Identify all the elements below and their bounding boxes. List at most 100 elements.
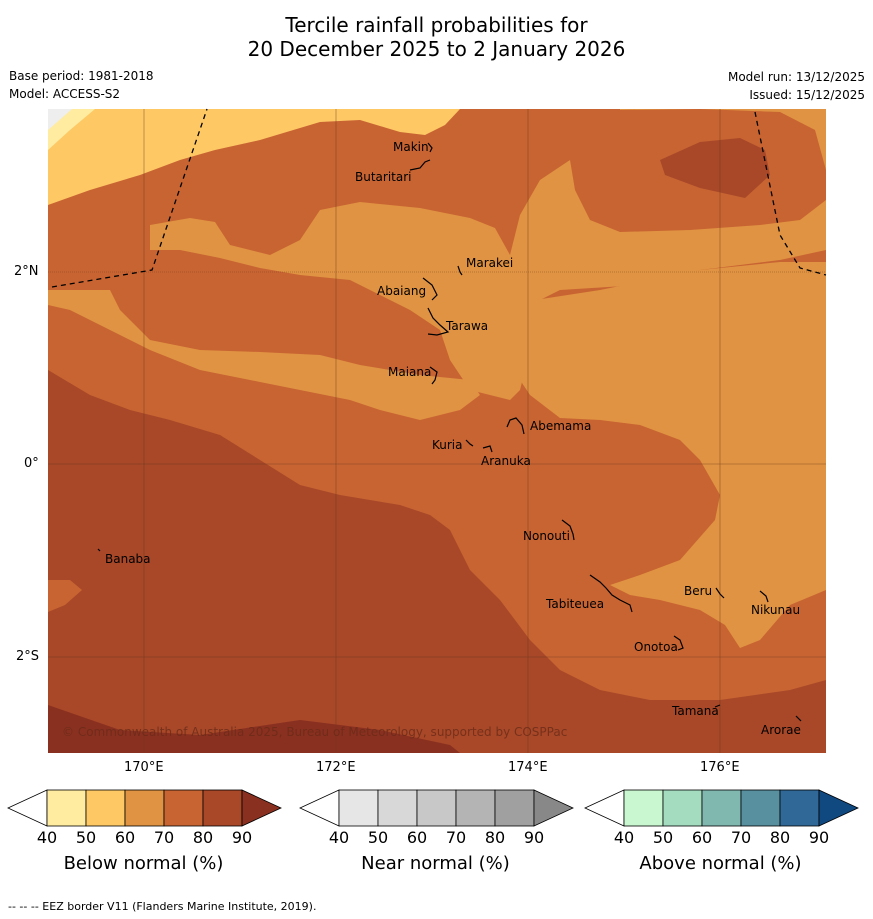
colorbar-above-tick: 50 bbox=[652, 828, 674, 847]
lon-label-174e: 174°E bbox=[508, 760, 548, 775]
label-nikunau: Nikunau bbox=[751, 603, 800, 617]
colorbar-above-segment bbox=[701, 789, 742, 827]
colorbar-near-segment bbox=[377, 789, 418, 827]
colorbar-near-segment bbox=[455, 789, 496, 827]
colorbar-near-tick: 90 bbox=[523, 828, 545, 847]
issued-date: Issued: 15/12/2025 bbox=[749, 88, 865, 102]
colorbar-below-segment bbox=[46, 789, 87, 827]
island-abemama bbox=[506, 417, 525, 435]
colorbar-below-segment bbox=[124, 789, 165, 827]
place-labels: Makin Butaritari Marakei Abaiang Tarawa … bbox=[105, 140, 801, 737]
label-maiana: Maiana bbox=[388, 365, 431, 379]
label-tarawa: Tarawa bbox=[445, 319, 488, 333]
label-tabiteuea: Tabiteuea bbox=[545, 597, 604, 611]
colorbar-above-under bbox=[584, 789, 625, 827]
colorbar-near-tick: 60 bbox=[406, 828, 428, 847]
title-line-1: Tercile rainfall probabilities for bbox=[285, 13, 588, 37]
island-beru bbox=[715, 587, 725, 599]
region-60-70-central bbox=[48, 290, 480, 420]
colorbar-above-segment bbox=[662, 789, 703, 827]
label-marakei: Marakei bbox=[466, 256, 513, 270]
colorbar-below-label: Below normal (%) bbox=[63, 853, 224, 874]
eez-legend-note: -- -- -- EEZ border V11 (Flanders Marine… bbox=[8, 900, 317, 913]
probability-contours bbox=[48, 109, 826, 753]
colorbar-near-label: Near normal (%) bbox=[361, 853, 510, 874]
colorbars bbox=[7, 789, 859, 827]
colorbar-above-tick: 40 bbox=[613, 828, 635, 847]
island-abaiang bbox=[422, 277, 438, 301]
island-nonouti bbox=[561, 519, 575, 541]
eez-border bbox=[51, 108, 827, 288]
island-arorae bbox=[795, 715, 802, 722]
colorbar-below-tick: 50 bbox=[75, 828, 97, 847]
island-tamana bbox=[714, 704, 721, 708]
colorbar-near-segment bbox=[338, 789, 379, 827]
colorbar-above-tick: 90 bbox=[808, 828, 830, 847]
colorbar-below-segment bbox=[85, 789, 126, 827]
island-nikunau bbox=[759, 590, 769, 603]
island-kuria bbox=[465, 439, 474, 447]
colorbar-below-tick: 90 bbox=[231, 828, 253, 847]
label-onotoa: Onotoa bbox=[634, 640, 678, 654]
colorbar-near-segment bbox=[416, 789, 457, 827]
label-aranuka: Aranuka bbox=[481, 454, 531, 468]
region-below-40-corner bbox=[48, 109, 72, 130]
colorbar-above-over bbox=[818, 789, 859, 827]
graticule bbox=[48, 109, 826, 753]
model-name: Model: ACCESS-S2 bbox=[9, 87, 121, 101]
colorbar-below-tick: 60 bbox=[114, 828, 136, 847]
label-abemama: Abemama bbox=[530, 419, 591, 433]
island-butaritari bbox=[409, 159, 431, 171]
region-70-80-southwest bbox=[48, 580, 82, 612]
colorbar-near-under bbox=[299, 789, 340, 827]
lon-label-170e: 170°E bbox=[124, 760, 164, 775]
label-tamana: Tamana bbox=[671, 704, 719, 718]
island-marakei bbox=[457, 265, 463, 276]
island-aranuka bbox=[482, 445, 493, 453]
island-onotoa bbox=[673, 635, 684, 651]
region-60-70-east bbox=[520, 262, 826, 648]
colorbar-above-label: Above normal (%) bbox=[639, 853, 802, 874]
colorbar-near bbox=[299, 789, 574, 827]
colorbar-near-tick: 50 bbox=[367, 828, 389, 847]
colorbar-above-segment bbox=[623, 789, 664, 827]
island-makin bbox=[427, 142, 433, 153]
island-tabiteuea bbox=[589, 574, 633, 613]
colorbar-below-tick: 70 bbox=[153, 828, 175, 847]
colorbar-above-segment bbox=[740, 789, 781, 827]
label-arorae: Arorae bbox=[761, 723, 801, 737]
island-maiana bbox=[429, 366, 438, 385]
colorbar-near-over bbox=[533, 789, 574, 827]
colorbar-below-over bbox=[241, 789, 282, 827]
lat-label-0: 0° bbox=[24, 456, 39, 471]
lon-label-172e: 172°E bbox=[316, 760, 356, 775]
island-tarawa bbox=[427, 307, 450, 336]
label-kuria: Kuria bbox=[432, 438, 463, 452]
colorbar-below-tick: 80 bbox=[192, 828, 214, 847]
region-above-90-south bbox=[48, 705, 460, 753]
label-makin: Makin bbox=[393, 140, 429, 154]
colorbar-above-tick: 60 bbox=[691, 828, 713, 847]
title-line-2: 20 December 2025 to 2 January 2026 bbox=[247, 37, 626, 61]
colorbar-above-segment bbox=[779, 789, 820, 827]
label-butaritari: Butaritari bbox=[355, 170, 412, 184]
lat-label-2n: 2°N bbox=[14, 264, 39, 279]
label-banaba: Banaba bbox=[105, 552, 151, 566]
region-60-70-patch bbox=[655, 385, 688, 420]
base-period: Base period: 1981-2018 bbox=[9, 69, 154, 83]
colorbar-below-under bbox=[7, 789, 48, 827]
colorbar-above-tick: 70 bbox=[730, 828, 752, 847]
colorbar-below-segment bbox=[202, 789, 243, 827]
region-50-60-northwest bbox=[48, 109, 460, 205]
colorbar-near-segment bbox=[494, 789, 535, 827]
lat-label-2s: 2°S bbox=[16, 649, 40, 664]
colorbar-near-tick: 40 bbox=[328, 828, 350, 847]
island-outlines bbox=[97, 142, 802, 722]
colorbar-below-segment bbox=[163, 789, 204, 827]
copyright-notice: © Commonwealth of Australia 2025, Bureau… bbox=[62, 725, 567, 739]
colorbar-near-tick: 70 bbox=[445, 828, 467, 847]
colorbar-above bbox=[584, 789, 859, 827]
label-nonouti: Nonouti bbox=[523, 529, 570, 543]
lon-label-176e: 176°E bbox=[700, 760, 740, 775]
